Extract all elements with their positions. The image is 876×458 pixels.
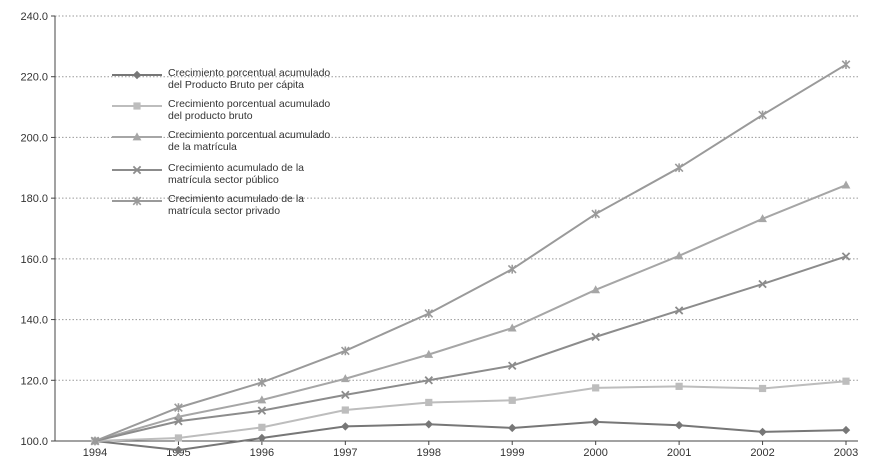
data-point [257,395,267,404]
data-point [758,384,767,393]
data-point [507,361,517,370]
data-point [675,382,683,390]
x-tick-label: 2000 [583,447,607,458]
data-point [258,423,266,431]
data-point [674,421,684,430]
data-point [174,417,183,426]
data-point [341,406,349,414]
data-point [424,376,434,385]
legend-label: Crecimiento acumulado de la [168,162,304,174]
y-tick-label: 100.0 [20,436,48,448]
series-3 [90,180,851,445]
data-point [257,378,267,387]
series-line [94,380,847,442]
y-tick-label: 180.0 [20,193,48,205]
data-point [341,422,350,431]
y-tick-label: 160.0 [20,254,48,266]
y-tick-label: 140.0 [20,315,48,327]
data-point [591,285,601,294]
y-tick-label: 120.0 [20,375,48,387]
data-point [508,396,516,404]
data-point [758,427,767,437]
series-line [94,255,847,442]
series-5 [90,60,851,446]
data-point [841,180,851,189]
y-tick-label: 240.0 [20,11,48,23]
data-point [257,406,267,415]
series-lines [90,60,851,455]
data-point [90,436,100,446]
data-point [132,196,142,206]
data-point [674,163,684,173]
x-axis-ticks: 1994199519961997199819992000200120022003 [83,441,858,458]
data-point [341,390,350,400]
legend-label: matrícula sector público [168,174,279,186]
data-point [591,417,600,427]
data-point [591,209,601,219]
y-axis-ticks: 100.0 120.0 140.0 160.0 180.0 200.0 220.0 240.0 [20,11,55,448]
gridlines [55,15,858,381]
legend-label: del Producto Bruto per cápita [168,79,304,91]
series-line [94,184,847,442]
x-tick-label: 2001 [667,447,691,458]
data-point [592,384,600,392]
data-point [424,309,434,318]
series-1 [90,417,851,455]
data-point [174,403,183,413]
data-point [591,332,600,342]
series-line [94,420,847,452]
legend-label: matrícula sector privado [168,205,280,217]
data-point [674,251,684,260]
legend-label: Crecimiento porcentual acumulado [168,67,330,79]
data-point [132,132,142,141]
x-tick-label: 1994 [83,447,107,458]
data-point [841,425,851,435]
data-point [424,420,433,429]
data-point [758,214,767,223]
series-line [94,63,847,442]
legend-label: del producto bruto [168,110,253,122]
data-point [257,433,267,443]
data-point [340,346,350,356]
data-point [425,398,433,407]
data-point [674,306,684,315]
series-4 [90,252,851,446]
data-point [841,60,851,69]
legend-label: de la matrícula [168,141,237,153]
data-point [133,102,141,110]
legend-label: Crecimiento porcentual acumulado [168,129,330,141]
data-point [174,445,183,455]
data-point [507,264,517,274]
data-point [132,70,142,80]
x-tick-label: 1999 [500,447,524,458]
x-tick-label: 1996 [250,447,274,458]
data-point [758,110,767,120]
data-point [841,252,851,261]
data-point [508,423,517,433]
data-point [132,165,142,175]
axes [54,16,858,442]
x-tick-label: 2003 [834,447,858,458]
data-point [340,374,350,383]
legend-label: Crecimiento acumulado de la [168,193,304,205]
data-point [507,323,517,332]
x-tick-label: 1998 [417,447,441,458]
data-point [424,349,434,358]
x-tick-label: 2002 [750,447,774,458]
y-tick-label: 220.0 [20,72,48,84]
series-2 [91,377,850,445]
y-tick-label: 200.0 [20,132,48,144]
data-point [842,377,850,385]
data-point [174,434,183,442]
legend-label: Crecimiento porcentual acumulado [168,98,330,110]
x-tick-label: 1997 [333,447,357,458]
data-point [758,279,767,289]
